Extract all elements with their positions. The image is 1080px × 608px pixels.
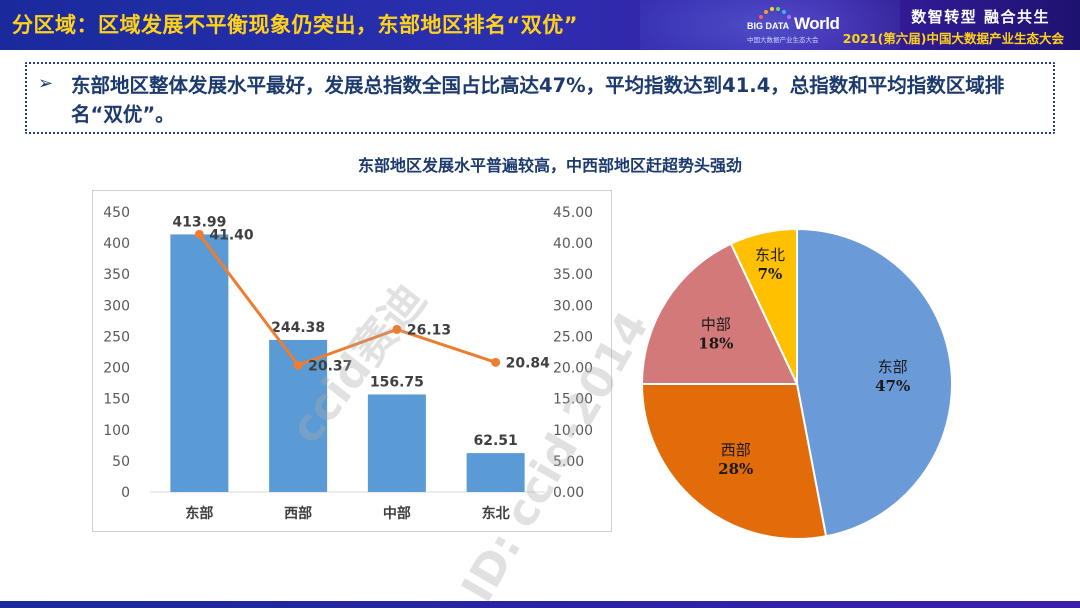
pie-slice-name: 东部 <box>878 358 908 376</box>
line-value-label: 26.13 <box>407 322 451 338</box>
left-axis-tick-label: 0 <box>121 485 130 501</box>
pie-slice-西部 <box>640 383 828 540</box>
line-series <box>198 233 497 368</box>
slogan: 数智转型 融合共生 <box>911 8 1050 26</box>
arrow-bullet-icon: ➢ <box>38 73 54 94</box>
bar-value-label: 244.38 <box>271 320 325 336</box>
category-label: 西部 <box>284 505 312 522</box>
bar-value-label: 62.51 <box>473 433 517 449</box>
line-point <box>194 229 204 239</box>
bottom-bar <box>0 601 1080 608</box>
line-point <box>491 357 501 367</box>
chart-title: 东部地区发展水平普遍较高，中西部地区赶超势头强劲 <box>357 156 742 175</box>
line-point <box>293 360 303 370</box>
pie-slice-percent: 7% <box>758 265 783 283</box>
bar-东部 <box>170 234 229 492</box>
left-axis-tick-label: 200 <box>103 361 130 377</box>
left-axis-tick-label: 100 <box>103 423 130 439</box>
left-axis-tick-label: 450 <box>103 205 130 221</box>
bar-中部 <box>367 394 426 492</box>
right-axis-tick-label: 15.00 <box>553 392 593 408</box>
big-data-world-logo: BIG DATA World 中国大数据产业生态大会 <box>745 6 845 46</box>
summary-box: ➢ 东部地区整体发展水平最好，发展总指数全国占比高达47%，平均指数达到41.4… <box>25 62 1055 134</box>
left-axis-tick-label: 250 <box>103 329 130 345</box>
right-axis-tick-label: 10.00 <box>553 423 593 439</box>
left-axis-tick-label: 300 <box>103 298 130 314</box>
logo-world-text: World <box>794 14 840 33</box>
line-value-label: 20.37 <box>308 358 352 374</box>
pie-slice-percent: 47% <box>875 377 910 395</box>
left-axis-tick-label: 350 <box>103 267 130 283</box>
bar-value-label: 156.75 <box>370 374 424 390</box>
pie-slice-name: 中部 <box>701 316 731 334</box>
right-axis-tick-label: 0.00 <box>553 485 584 501</box>
line-value-label: 41.40 <box>209 227 254 243</box>
right-axis-tick-label: 25.00 <box>553 329 593 345</box>
category-label: 东北 <box>482 505 510 522</box>
header-glow <box>640 0 900 50</box>
pie-slice-中部 <box>640 242 799 385</box>
left-axis-tick-label: 50 <box>112 454 130 470</box>
pie-slice-name: 东北 <box>755 246 785 264</box>
right-axis-tick-label: 40.00 <box>553 236 593 252</box>
page-title: 分区域：区域发展不平衡现象仍突出，东部地区排名“双优” <box>12 13 579 37</box>
pie-slice-东北 <box>729 227 798 385</box>
right-axis-tick-label: 5.00 <box>553 454 584 470</box>
line-value-label: 20.84 <box>506 355 551 371</box>
right-axis-tick-label: 35.00 <box>553 267 593 283</box>
pie-slice-东部 <box>796 227 954 538</box>
bar-value-label: 413.99 <box>172 214 226 230</box>
category-label: 东部 <box>185 505 213 522</box>
conference-name: 2021(第六届)中国大数据产业生态大会 <box>842 31 1064 46</box>
right-axis-tick-label: 30.00 <box>553 298 593 314</box>
pie-slice-percent: 18% <box>698 335 733 353</box>
bar-东北 <box>466 453 525 492</box>
pie-slice-percent: 28% <box>718 460 753 478</box>
line-point <box>392 324 402 334</box>
right-axis-tick-label: 45.00 <box>553 205 593 221</box>
logo-subtitle: 中国大数据产业生态大会 <box>747 36 819 44</box>
summary-text: 东部地区整体发展水平最好，发展总指数全国占比高达47%，平均指数达到41.4，总… <box>71 74 1005 126</box>
pie-slice-name: 西部 <box>721 441 751 459</box>
logo-dots-icon <box>759 7 791 19</box>
logo-big-data-text: BIG DATA <box>747 21 790 31</box>
category-label: 中部 <box>383 505 411 522</box>
left-axis-tick-label: 150 <box>103 392 130 408</box>
header-bar: 分区域：区域发展不平衡现象仍突出，东部地区排名“双优” BIG DATA Wor… <box>0 0 1080 50</box>
left-axis-tick-label: 400 <box>103 236 130 252</box>
right-axis-tick-label: 20.00 <box>553 361 593 377</box>
